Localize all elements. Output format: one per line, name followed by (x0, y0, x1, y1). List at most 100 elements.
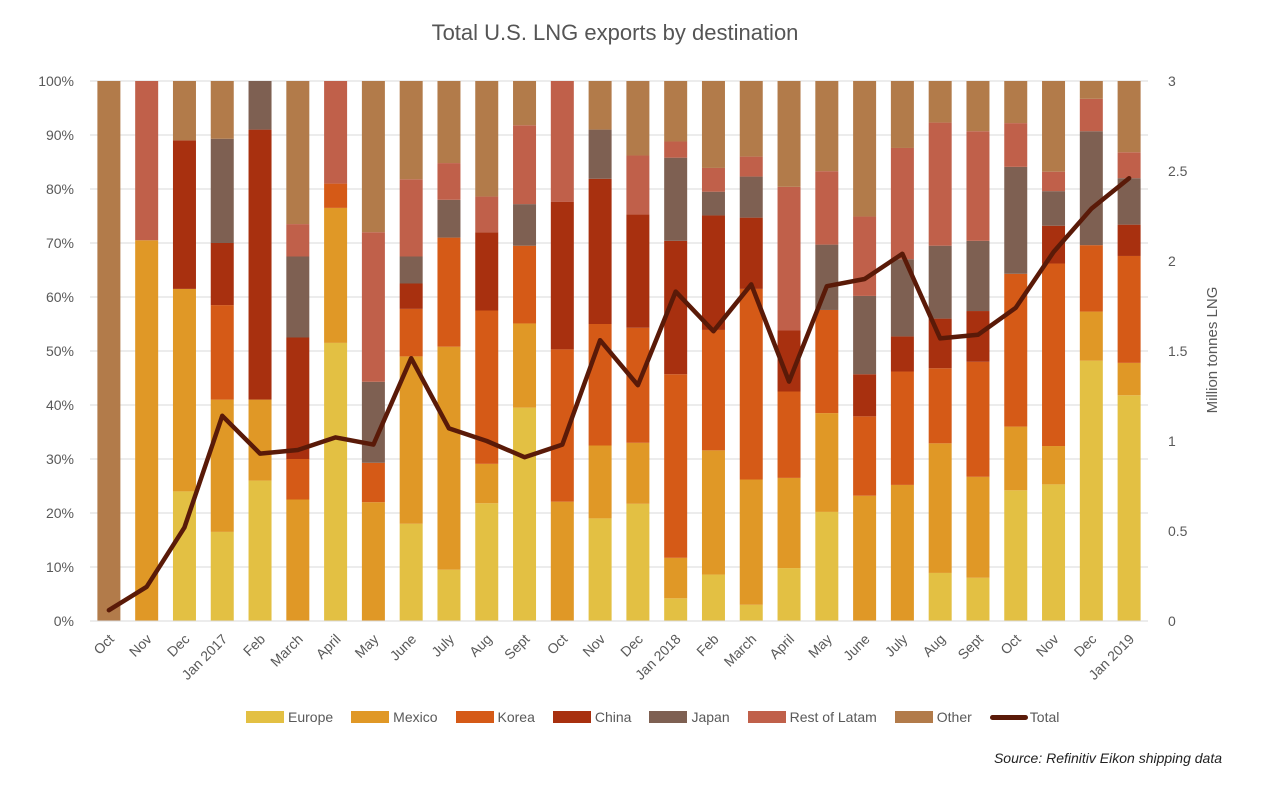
bar-stack (815, 81, 839, 621)
bar-korea (399, 308, 423, 357)
source-note: Source: Refinitiv Eikon shipping data (993, 750, 1222, 766)
bar-japan (437, 199, 461, 238)
bar-stack (97, 81, 121, 621)
bar-mexico (928, 443, 952, 573)
bar-europe (399, 523, 423, 621)
x-tick-label: Nov (126, 631, 155, 660)
bar-europe (626, 503, 650, 621)
bar-rest-of-latam (928, 122, 952, 246)
bar-europe (928, 572, 952, 621)
bar-china (890, 336, 914, 372)
bar-europe (966, 577, 990, 621)
bar-stack (966, 81, 990, 621)
bar-stack (172, 81, 196, 621)
bar-rest-of-latam (361, 232, 385, 382)
bar-korea (777, 391, 801, 478)
x-tick-label: Sept (954, 631, 986, 663)
bar-china (664, 240, 688, 375)
bar-mexico (890, 484, 914, 621)
total-line (106, 175, 1132, 613)
x-tick-label: Nov (1033, 631, 1062, 660)
x-tick-label: April (313, 631, 344, 662)
bar-other (286, 81, 310, 225)
bar-rest-of-latam (1117, 152, 1141, 179)
bar-japan (890, 259, 914, 337)
bar-stack (1042, 81, 1066, 621)
y2-tick-label: 1 (1168, 433, 1176, 449)
x-tick-label: Nov (579, 631, 608, 660)
bar-korea (361, 462, 385, 503)
bar-rest-of-latam (1042, 171, 1066, 192)
legend-swatch (455, 711, 494, 723)
x-tick-label: March (721, 631, 760, 670)
bar-other (97, 81, 121, 621)
bar-other (966, 81, 990, 132)
y-tick-label: 100% (38, 73, 74, 89)
x-tick-label: Aug (919, 631, 948, 660)
legend-swatch (351, 711, 390, 723)
bar-stack (361, 81, 385, 621)
bar-mexico (399, 356, 423, 524)
legend-swatch (649, 711, 688, 723)
bar-rest-of-latam (437, 163, 461, 200)
bar-japan (513, 204, 537, 246)
bar-mexico (286, 499, 310, 621)
y-tick-label: 80% (46, 181, 74, 197)
legend-item-total: Total (989, 709, 1060, 725)
bar-mexico (135, 240, 159, 622)
bar-europe (1079, 360, 1103, 621)
bar-rest-of-latam (626, 155, 650, 215)
y2-tick-label: 1.5 (1168, 343, 1188, 359)
bar-stack (475, 81, 499, 621)
bar-china (739, 217, 763, 289)
bar-other (739, 81, 763, 157)
bar-europe (701, 574, 725, 621)
bar-korea (550, 349, 574, 502)
bar-other (399, 81, 423, 180)
legend-swatch (747, 711, 786, 723)
bar-other (701, 81, 725, 168)
bar-japan (966, 240, 990, 312)
bar-mexico (777, 477, 801, 569)
x-tick-label: Aug (466, 631, 495, 660)
bar-korea (664, 374, 688, 558)
bar-mexico (1004, 426, 1028, 491)
bar-rest-of-latam (664, 141, 688, 158)
y2-tick-label: 0.5 (1168, 523, 1188, 539)
bar-mexico (1117, 362, 1141, 396)
y-tick-label: 50% (46, 343, 74, 359)
bar-europe (210, 531, 234, 621)
bar-rest-of-latam (815, 171, 839, 245)
x-tick-label: May (805, 631, 835, 661)
y-tick-label: 70% (46, 235, 74, 251)
bar-korea (437, 237, 461, 347)
bar-rest-of-latam (1004, 123, 1028, 167)
bar-stack (1079, 81, 1103, 621)
bar-korea (928, 368, 952, 444)
bar-europe (513, 407, 537, 621)
bar-europe (777, 568, 801, 621)
bar-europe (248, 480, 272, 621)
legend-label: Total (1029, 709, 1060, 725)
bar-china (550, 201, 574, 350)
bar-other (928, 81, 952, 123)
bar-europe (1042, 484, 1066, 621)
legend-label: China (594, 709, 632, 725)
bar-mexico (361, 502, 385, 621)
bar-stack (701, 81, 725, 621)
legend-swatch (552, 711, 591, 723)
x-tick-label: March (267, 631, 306, 670)
bar-stack (324, 81, 348, 621)
legend-swatch (246, 711, 284, 723)
bar-china (1042, 225, 1066, 264)
bar-japan (1079, 131, 1103, 246)
bar-rest-of-latam (324, 81, 348, 184)
bar-stack (777, 81, 801, 621)
x-tick-label: Oct (997, 631, 1024, 658)
bar-stack (890, 81, 914, 621)
y2-tick-label: 3 (1168, 73, 1176, 89)
bar-japan (286, 256, 310, 338)
bar-other (1117, 81, 1141, 153)
bar-stack (513, 81, 537, 621)
bar-japan (399, 256, 423, 284)
